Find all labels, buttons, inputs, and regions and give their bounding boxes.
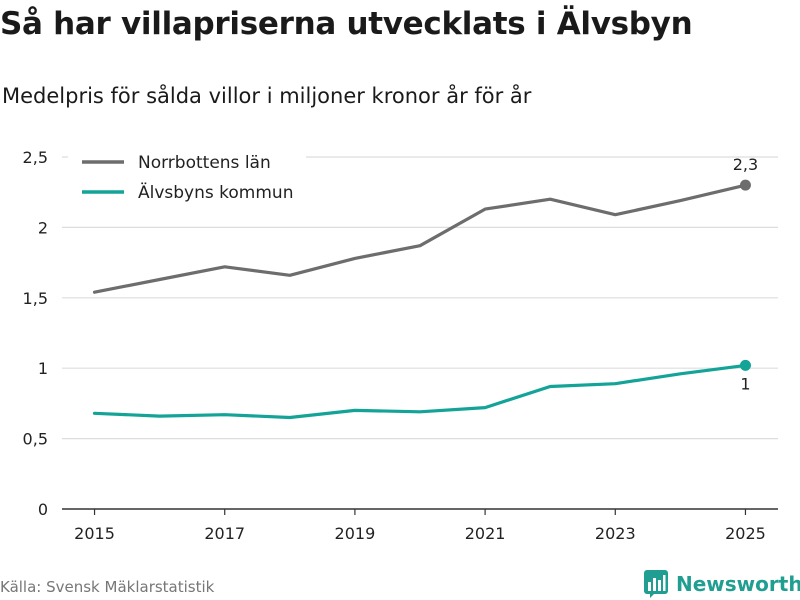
source-note: Källa: Svensk Mäklarstatistik [0,578,215,596]
series-lines: 2,31 [92,155,758,420]
series-end-label-1: 1 [740,374,750,393]
chart-title: Så har villapriserna utvecklats i Älvsby… [0,6,693,42]
legend-label-1: Älvsbyns kommun [138,182,293,203]
x-tick-label: 2025 [725,524,766,543]
y-tick-label: 1,5 [23,289,48,308]
series-end-label-0: 2,3 [733,155,758,174]
series-end-marker-0 [739,179,751,191]
y-tick-label: 0,5 [23,430,48,449]
series-end-marker-1 [739,359,751,371]
x-tick-label: 2021 [465,524,506,543]
x-tick-label: 2017 [204,524,245,543]
y-tick-label: 2,5 [23,148,48,167]
chart-subtitle: Medelpris för sålda villor i miljoner kr… [2,84,532,108]
newsworthy-logo-icon [644,570,668,598]
legend: Norrbottens län Älvsbyns kommun [68,143,306,213]
x-tick-label: 2023 [595,524,636,543]
y-tick-label: 0 [38,500,48,519]
x-axis: 2015 2017 2019 2021 2023 2025 [62,508,778,543]
brand-logo[interactable]: Newsworthy [644,568,800,600]
brand-name: Newsworthy [676,572,800,596]
y-tick-label: 2 [38,218,48,237]
x-tick-label: 2019 [335,524,376,543]
series-line-1 [92,363,748,420]
legend-background [68,143,306,213]
y-axis: 0 0,5 1 1,5 2 2,5 [23,148,48,519]
legend-label-0: Norrbottens län [138,153,271,173]
x-tick-label: 2015 [74,524,115,543]
series-line-0 [92,183,748,294]
y-tick-label: 1 [38,359,48,378]
